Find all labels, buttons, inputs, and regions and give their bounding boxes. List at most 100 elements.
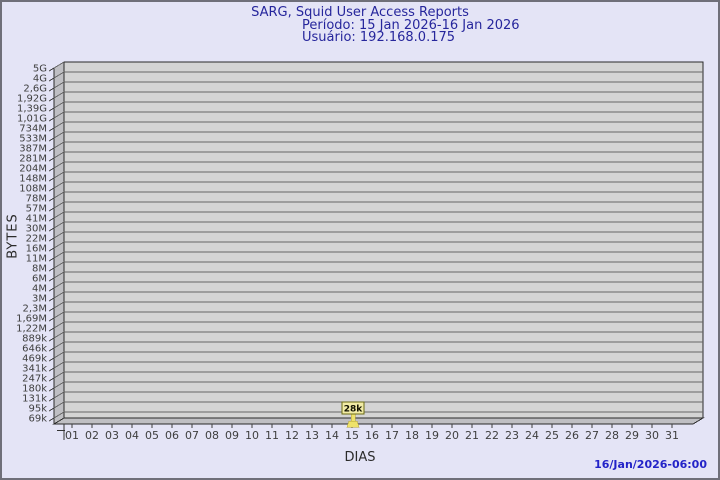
y-tick-label: 4M xyxy=(32,284,47,295)
y-tick xyxy=(48,357,55,362)
x-tick-label: 22 xyxy=(485,429,499,442)
y-tick-label: 734M xyxy=(19,124,47,135)
y-tick xyxy=(48,297,55,302)
y-tick-label: 387M xyxy=(19,144,47,155)
wall-gridline xyxy=(53,111,65,119)
x-tick-label: 06 xyxy=(165,429,179,442)
y-tick xyxy=(48,197,55,202)
x-tick-label: 09 xyxy=(225,429,239,442)
x-tick-label: 14 xyxy=(325,429,339,442)
y-tick xyxy=(48,77,55,82)
y-tick-label: 1,22M xyxy=(16,324,47,335)
y-tick-label: 95k xyxy=(28,404,47,415)
wall-gridline xyxy=(53,191,65,199)
x-tick-label: 21 xyxy=(465,429,479,442)
y-tick xyxy=(48,267,55,272)
y-tick xyxy=(48,67,55,72)
x-tick-label: 01 xyxy=(65,429,79,442)
plot-floor xyxy=(52,417,705,425)
wall-gridline xyxy=(53,281,65,289)
wall-gridline xyxy=(53,161,65,169)
y-tick-label: 469k xyxy=(22,354,47,365)
x-tick-label: 24 xyxy=(525,429,539,442)
wall-gridline xyxy=(53,91,65,99)
y-tick xyxy=(48,207,55,212)
wall-gridline xyxy=(53,391,65,399)
y-tick-label: 108M xyxy=(19,184,47,195)
y-tick xyxy=(48,417,55,422)
x-tick-label: 05 xyxy=(145,429,159,442)
y-tick-label: 180k xyxy=(22,384,47,395)
y-tick xyxy=(48,87,55,92)
x-tick-label: 31 xyxy=(665,429,679,442)
y-tick xyxy=(48,377,55,382)
y-tick xyxy=(48,217,55,222)
y-tick xyxy=(48,367,55,372)
x-tick-label: 16 xyxy=(365,429,379,442)
y-tick-label: 6M xyxy=(32,274,47,285)
y-tick xyxy=(48,227,55,232)
x-tick-label: 20 xyxy=(445,429,459,442)
x-tick-label: 10 xyxy=(245,429,259,442)
wall-gridline xyxy=(53,341,65,349)
y-tick-label: 2,6G xyxy=(23,84,47,95)
bar-base xyxy=(346,420,360,428)
y-tick-label: 204M xyxy=(19,164,47,175)
y-tick-label: 1,01G xyxy=(17,114,47,125)
y-tick-label: 1,39G xyxy=(17,104,47,115)
wall-gridline xyxy=(53,301,65,309)
x-tick-label: 02 xyxy=(85,429,99,442)
wall-gridline xyxy=(53,321,65,329)
y-tick xyxy=(48,277,55,282)
y-tick-label: 1,92G xyxy=(17,94,47,105)
wall-gridline xyxy=(53,331,65,339)
bar-value-label: 28k xyxy=(344,405,364,415)
wall-gridline xyxy=(53,211,65,219)
x-tick-label: 04 xyxy=(125,429,139,442)
y-tick xyxy=(48,167,55,172)
y-tick-label: 148M xyxy=(19,174,47,185)
wall-gridline xyxy=(53,351,65,359)
wall-gridline xyxy=(53,151,65,159)
bar-value-box xyxy=(341,401,365,415)
y-tick xyxy=(48,407,55,412)
y-tick xyxy=(48,97,55,102)
x-tick-label: 11 xyxy=(265,429,279,442)
y-tick-label: 78M xyxy=(26,194,47,205)
y-tick-label: 8M xyxy=(32,264,47,275)
y-tick-label: 22M xyxy=(26,234,47,245)
y-tick-label: 1,69M xyxy=(16,314,47,325)
wall-gridline xyxy=(53,231,65,239)
y-tick-label: 247k xyxy=(22,374,47,385)
y-tick-label: 341k xyxy=(22,364,47,375)
x-tick-label: 18 xyxy=(405,429,419,442)
y-tick-label: 281M xyxy=(19,154,47,165)
x-tick-label: 15 xyxy=(345,429,359,442)
plot-area xyxy=(63,61,704,419)
wall-gridline xyxy=(53,121,65,129)
y-tick-label: 16M xyxy=(26,244,47,255)
wall-gridline xyxy=(53,241,65,249)
y-tick-label: 646k xyxy=(22,344,47,355)
wall-gridline xyxy=(53,401,65,409)
chart-subtitle-period: Período: 15 Jan 2026-16 Jan 2026 xyxy=(302,18,520,33)
x-tick-label: 30 xyxy=(645,429,659,442)
y-tick xyxy=(48,307,55,312)
x-tick-label: 27 xyxy=(585,429,599,442)
x-tick-label: 13 xyxy=(305,429,319,442)
wall-gridline xyxy=(53,181,65,189)
y-tick xyxy=(48,347,55,352)
x-axis-title: DIAS xyxy=(344,450,376,465)
x-tick-label: 25 xyxy=(545,429,559,442)
wall-gridline xyxy=(53,81,65,89)
y-tick xyxy=(48,157,55,162)
y-tick-label: 5G xyxy=(33,64,47,75)
y-tick xyxy=(48,127,55,132)
chart-title: SARG, Squid User Access Reports xyxy=(251,5,469,20)
wall-gridline xyxy=(53,361,65,369)
y-tick-label: 41M xyxy=(26,214,47,225)
x-tick-label: 26 xyxy=(565,429,579,442)
y-tick-label: 131k xyxy=(22,394,47,405)
wall-gridline xyxy=(53,221,65,229)
